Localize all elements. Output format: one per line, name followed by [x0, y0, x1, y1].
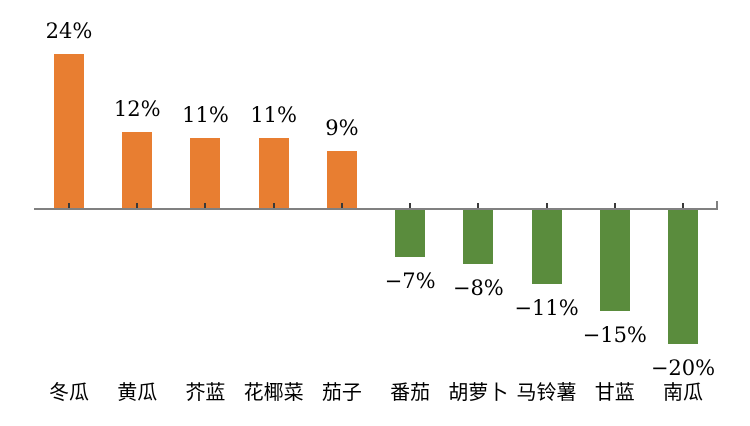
- axis-tick: [409, 203, 412, 208]
- axis-tick: [613, 203, 616, 208]
- value-label: 9%: [325, 115, 359, 140]
- value-label: −11%: [514, 295, 579, 320]
- value-label: 11%: [250, 103, 297, 128]
- value-label: −15%: [582, 322, 647, 347]
- value-label: 24%: [45, 19, 93, 44]
- category-label: 黄瓜: [117, 380, 158, 404]
- axis-tick: [340, 203, 343, 208]
- category-label: 茄子: [321, 380, 362, 404]
- axis-tick: [477, 203, 480, 208]
- axis-tick: [136, 203, 139, 208]
- axis-tick: [681, 203, 684, 208]
- bar-4: [258, 138, 289, 209]
- value-label: 11%: [182, 103, 229, 128]
- axis-tick: [68, 203, 70, 208]
- bar-7: [463, 210, 494, 264]
- category-label: 花椰菜: [243, 380, 304, 404]
- value-label: −20%: [650, 356, 716, 380]
- bar-9: [599, 210, 630, 311]
- x-axis-line: [34, 208, 718, 210]
- value-label: −8%: [452, 275, 504, 300]
- bar-10: [667, 210, 698, 344]
- axis-end-tick: [716, 201, 718, 208]
- axis-tick: [204, 203, 207, 208]
- category-label: 番茄: [390, 380, 431, 404]
- category-label: 胡萝卜: [448, 380, 509, 404]
- bar-3: [190, 138, 221, 209]
- bar-2: [122, 131, 153, 209]
- category-label: 甘蓝: [594, 380, 635, 404]
- bar-1: [54, 54, 84, 209]
- bar-6: [395, 210, 426, 257]
- axis-tick: [272, 203, 275, 208]
- bar-5: [326, 150, 357, 209]
- value-label: −7%: [384, 268, 436, 293]
- category-label: 冬瓜: [49, 380, 89, 404]
- category-label: 芥蓝: [185, 380, 226, 404]
- axis-tick: [545, 203, 548, 208]
- category-label: 马铃薯: [516, 380, 577, 404]
- bar-8: [531, 210, 562, 284]
- value-label: 12%: [113, 96, 161, 121]
- category-label: 南瓜: [662, 380, 703, 404]
